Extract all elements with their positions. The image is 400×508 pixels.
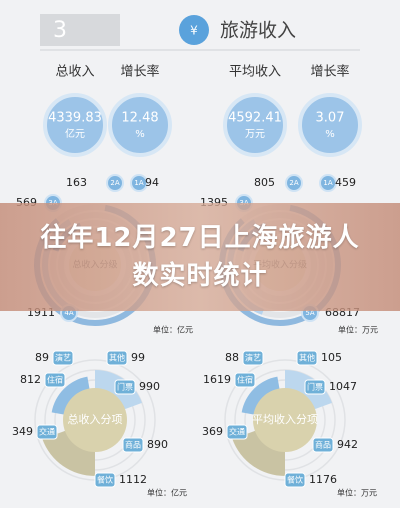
summary-circle: [298, 93, 362, 157]
tag-badge: [94, 472, 116, 488]
tag-label: 1A: [323, 179, 332, 187]
tag-label: 交通: [39, 427, 55, 437]
tag-badge: [106, 350, 128, 366]
tag-label: 演艺: [245, 353, 261, 363]
summary-circle: [223, 93, 287, 157]
item-value: 1619: [203, 373, 231, 386]
tag-badge: [52, 350, 74, 366]
item-value: 459: [335, 176, 356, 189]
item-value: 1176: [309, 473, 337, 486]
summary-circle: [108, 93, 172, 157]
item-value: 163: [66, 176, 87, 189]
center-disc: [63, 388, 127, 452]
tag-badge: [122, 437, 144, 453]
center-disc: [253, 388, 317, 452]
summary-label: 平均收入: [229, 65, 281, 80]
item-value: 805: [254, 176, 275, 189]
tag-label: 其他: [299, 353, 315, 363]
tag-badge: [226, 424, 248, 440]
item-value: 812: [20, 373, 41, 386]
summary-unit: 万元: [245, 129, 265, 140]
section-title: 旅游收入: [220, 20, 296, 42]
item-value: 1047: [329, 380, 357, 393]
tag-label: 2A: [289, 179, 298, 187]
item-value: 94: [145, 176, 159, 189]
summary-value: 3.07: [316, 111, 345, 126]
tag-badge: [106, 174, 124, 192]
item-value: 1112: [119, 473, 147, 486]
banner: 往年12月27日上海旅游人数实时统计: [0, 203, 400, 311]
summary-circle: [43, 93, 107, 157]
summary-label: 总收入: [55, 65, 94, 80]
tag-badge: [130, 174, 148, 192]
item-value: 105: [321, 351, 342, 364]
item-value: 369: [202, 425, 223, 438]
unit-label: 单位：亿元: [153, 325, 193, 335]
tag-badge: [284, 472, 306, 488]
tag-label: 演艺: [55, 353, 71, 363]
tag-badge: [242, 350, 264, 366]
unit-label: 单位：万元: [337, 488, 377, 498]
item-value: 990: [139, 380, 160, 393]
tag-label: 门票: [117, 382, 133, 392]
tag-badge: [296, 350, 318, 366]
item-value: 942: [337, 438, 358, 451]
unit-label: 单位：万元: [338, 325, 378, 335]
tag-label: 商品: [315, 440, 331, 450]
summary-unit: %: [135, 129, 145, 140]
tag-label: 门票: [307, 382, 323, 392]
tag-label: 2A: [110, 179, 119, 187]
item-value: 890: [147, 438, 168, 451]
banner-title: 往年12月27日上海旅游人数实时统计: [40, 223, 360, 291]
unit-label: 单位：亿元: [147, 488, 187, 498]
tag-badge: [44, 372, 66, 388]
section-number: 3: [53, 18, 67, 43]
summary-label: 增长率: [310, 64, 349, 80]
tag-label: 其他: [109, 353, 125, 363]
summary-value: 4592.41: [228, 111, 282, 126]
tag-label: 住宿: [237, 375, 253, 385]
icon: [179, 15, 209, 45]
tag-label: 4A: [64, 309, 73, 317]
tag-badge: [36, 424, 58, 440]
tag-label: 交通: [229, 427, 245, 437]
tag-badge: [234, 372, 256, 388]
tag-badge: [312, 437, 334, 453]
tag-label: 餐饮: [97, 475, 113, 485]
number-box: [40, 14, 120, 46]
tag-badge: [319, 174, 337, 192]
summary-unit: %: [325, 129, 335, 140]
item-value: 89: [35, 351, 49, 364]
item-value: 88: [225, 351, 239, 364]
tag-label: 商品: [125, 440, 141, 450]
center-label: 总收入分项: [68, 412, 123, 426]
icon-glyph: ¥: [190, 24, 198, 38]
tag-badge: [304, 379, 326, 395]
tag-label: 5A: [305, 309, 314, 317]
center-label: 平均收入分项: [252, 412, 318, 426]
summary-label: 增长率: [120, 64, 159, 80]
tag-badge: [285, 174, 303, 192]
tag-label: 住宿: [47, 375, 63, 385]
summary-value: 4339.83: [48, 111, 102, 126]
summary-value: 12.48: [121, 111, 158, 126]
item-value: 349: [12, 425, 33, 438]
tag-badge: [114, 379, 136, 395]
tag-label: 餐饮: [287, 475, 303, 485]
tag-label: 1A: [134, 179, 143, 187]
item-value: 99: [131, 351, 145, 364]
summary-unit: 亿元: [65, 127, 85, 140]
